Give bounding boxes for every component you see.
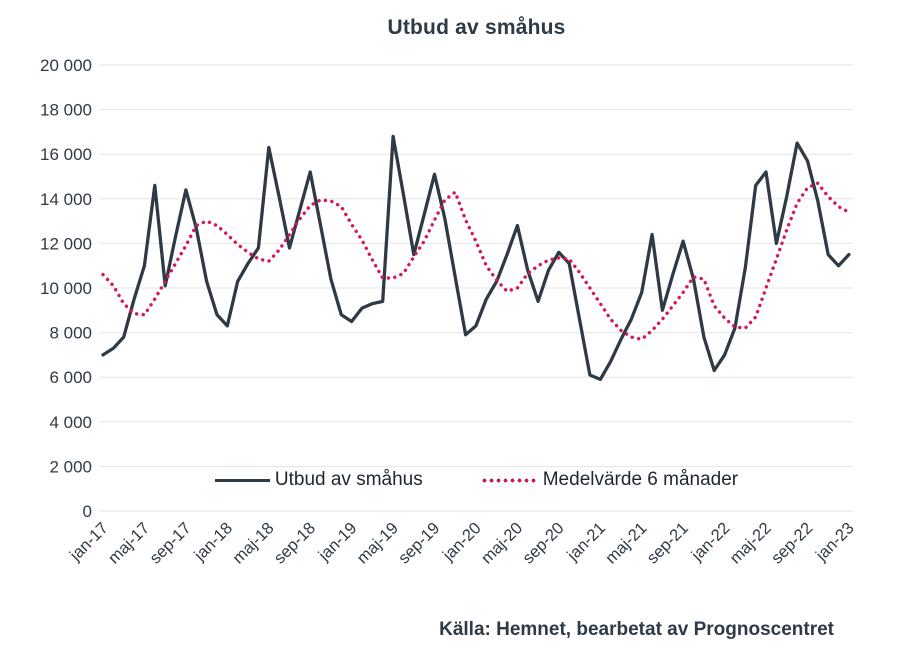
x-axis-tick-label: jan-21	[563, 519, 609, 565]
x-axis-tick-label: maj-17	[105, 519, 153, 567]
x-axis-tick-label: sep-17	[146, 519, 194, 567]
y-axis-tick-label: 12 000	[40, 234, 92, 253]
y-axis-tick-label: 4 000	[49, 413, 92, 432]
x-axis-tick-label: maj-18	[229, 519, 277, 567]
y-axis-tick-label: 0	[83, 502, 92, 521]
x-axis-tick-label: jan-23	[812, 519, 858, 565]
x-axis-tick-label: sep-22	[768, 519, 816, 567]
x-axis-tick-label: sep-21	[644, 519, 692, 567]
x-axis-tick-label: sep-18	[271, 519, 319, 567]
x-axis-tick-label: maj-21	[602, 519, 650, 567]
chart-legend: Utbud av småhus Medelvärde 6 månader	[100, 469, 853, 491]
x-axis-tick-label: jan-17	[66, 519, 112, 565]
y-axis-tick-label: 20 000	[40, 56, 92, 75]
dotted-line-swatch	[480, 477, 537, 483]
average-line-series	[101, 181, 851, 341]
legend-label-supply: Utbud av småhus	[274, 469, 423, 490]
x-axis-tick-label: jan-19	[315, 519, 361, 565]
solid-line-swatch	[214, 478, 270, 482]
y-axis-tick-label: 16 000	[40, 145, 92, 164]
legend-item-average: Medelvärde 6 månader	[480, 469, 739, 491]
source-credit: Källa: Hemnet, bearbetat av Prognoscentr…	[439, 619, 834, 640]
legend-item-supply: Utbud av småhus	[214, 469, 423, 491]
y-axis-tick-label: 14 000	[40, 190, 92, 209]
x-axis-tick-label: jan-20	[439, 519, 485, 565]
chart-title: Utbud av småhus	[387, 16, 566, 39]
y-axis-tick-label: 10 000	[40, 279, 92, 298]
x-axis-tick-label: jan-18	[190, 519, 236, 565]
y-axis-tick-label: 2 000	[49, 457, 92, 476]
y-axis-tick-label: 18 000	[40, 101, 92, 120]
x-axis-tick-label: jan-22	[688, 519, 734, 565]
x-axis-tick-label: sep-20	[519, 519, 567, 567]
x-axis-tick-label: maj-22	[726, 519, 774, 567]
x-axis-tick-label: maj-19	[354, 519, 402, 567]
y-axis-tick-label: 6 000	[49, 368, 92, 387]
x-axis-tick-label: maj-20	[478, 519, 526, 567]
supply-line-series	[101, 134, 851, 382]
legend-label-average: Medelvärde 6 månader	[542, 469, 739, 490]
y-axis-tick-label: 8 000	[49, 324, 92, 343]
x-axis-tick-label: sep-19	[395, 519, 443, 567]
